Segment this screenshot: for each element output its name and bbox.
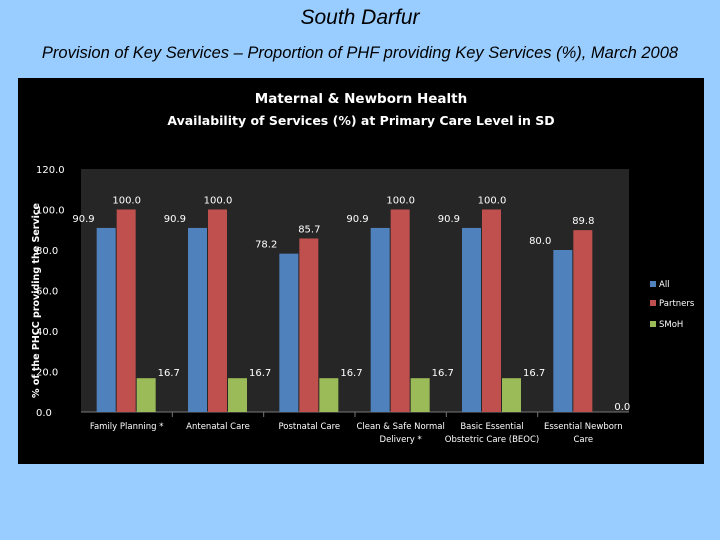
x-category-label: Antenatal Care: [186, 422, 250, 432]
bar-smoh-3: [410, 378, 430, 412]
x-category-label: Essential Newborn: [544, 422, 623, 432]
data-label: 100.0: [386, 196, 415, 207]
data-label: 90.9: [72, 214, 94, 225]
y-axis-title: % of the PHCC providing the Service: [31, 203, 42, 398]
data-label: 80.0: [529, 236, 551, 247]
data-label: 85.7: [298, 224, 320, 235]
data-label: 78.2: [255, 240, 277, 251]
data-label: 16.7: [432, 368, 454, 379]
y-tick-label: 0.0: [36, 408, 52, 419]
chart-panel: Maternal & Newborn Health Availability of…: [18, 78, 704, 464]
x-category-label: Obstetric Care (BEOC): [445, 435, 539, 445]
bar-all-5: [553, 250, 573, 412]
data-label: 90.9: [438, 214, 460, 225]
y-tick-label: 100.0: [36, 206, 65, 217]
bar-smoh-4: [502, 378, 521, 412]
legend-swatch-smoh: [650, 321, 656, 327]
data-label: 90.9: [164, 214, 186, 225]
bar-partners-2: [299, 238, 319, 412]
bar-all-2: [279, 253, 299, 412]
x-category-label: Delivery *: [380, 435, 422, 445]
bar-partners-5: [573, 230, 593, 412]
bar-all-3: [370, 227, 390, 412]
legend-label: SMoH: [659, 320, 683, 330]
x-category-label: Family Planning *: [90, 422, 164, 432]
data-label: 16.7: [249, 368, 271, 379]
y-tick-label: 40.0: [36, 327, 58, 338]
data-label: 16.7: [158, 368, 180, 379]
bar-all-4: [462, 227, 481, 412]
data-label: 100.0: [204, 196, 233, 207]
y-tick-label: 120.0: [36, 165, 65, 176]
data-label: 100.0: [478, 196, 507, 207]
bar-chart: Maternal & Newborn Health Availability of…: [31, 91, 695, 445]
bar-partners-3: [390, 209, 410, 412]
data-label: 90.9: [346, 214, 368, 225]
x-category-label: Basic Essential: [460, 422, 523, 432]
chart-title: Maternal & Newborn Health: [255, 91, 467, 107]
x-category-label: Clean & Safe Normal: [356, 422, 444, 432]
bar-all-1: [188, 227, 207, 412]
y-tick-label: 80.0: [36, 246, 58, 257]
x-category-label: Care: [573, 435, 593, 445]
page-subtitle: Provision of Key Services – Proportion o…: [41, 44, 679, 62]
bar-all-0: [96, 227, 116, 412]
bar-smoh-1: [228, 378, 247, 412]
data-label: 100.0: [112, 196, 141, 207]
legend-swatch-partners: [650, 300, 656, 306]
page-title: South Darfur: [300, 6, 420, 29]
y-tick-label: 20.0: [36, 368, 58, 379]
data-label: 16.7: [523, 368, 545, 379]
bar-partners-1: [208, 209, 227, 412]
bar-partners-4: [482, 209, 501, 412]
bar-smoh-2: [319, 378, 339, 412]
chart-subtitle: Availability of Services (%) at Primary …: [167, 113, 554, 128]
data-label: 89.8: [572, 216, 594, 227]
bar-partners-0: [116, 209, 136, 412]
plot-area: [81, 169, 629, 412]
legend-label: All: [659, 280, 670, 290]
data-label: 0.0: [614, 402, 630, 413]
legend-label: Partners: [659, 299, 695, 309]
legend-swatch-all: [650, 281, 656, 287]
bar-smoh-0: [136, 378, 156, 412]
y-tick-label: 60.0: [36, 287, 58, 298]
data-label: 16.7: [340, 368, 362, 379]
x-category-label: Postnatal Care: [278, 422, 340, 432]
